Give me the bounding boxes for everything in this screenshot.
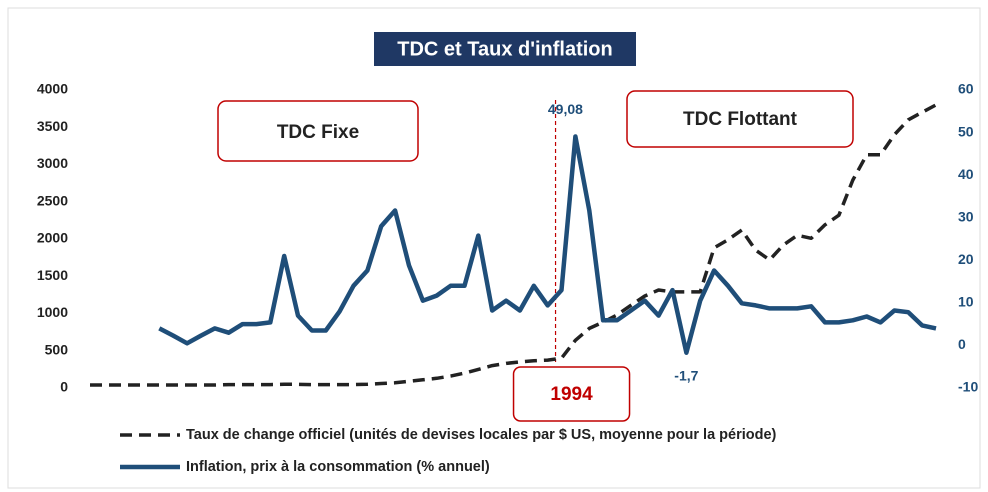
series-line bbox=[90, 103, 937, 387]
data-label: -1,7 bbox=[674, 367, 698, 383]
y2-tick-label: 0 bbox=[958, 336, 966, 352]
annotation: TDC Flottant bbox=[683, 109, 798, 130]
y-tick-label: 3500 bbox=[37, 118, 68, 134]
y-tick-label: 1000 bbox=[37, 304, 68, 320]
y2-tick-label: 50 bbox=[958, 123, 974, 139]
y2-tick-label: 30 bbox=[958, 208, 974, 224]
chart-title: TDC et Taux d'inflation bbox=[397, 38, 613, 60]
y2-tick-label: 60 bbox=[958, 81, 974, 97]
y-tick-label: 0 bbox=[60, 379, 68, 395]
y-tick-label: 2000 bbox=[37, 230, 68, 246]
annotation-box bbox=[626, 90, 854, 148]
y-tick-label: 2500 bbox=[37, 192, 68, 208]
y2-tick-label: 40 bbox=[958, 166, 974, 182]
y-tick-label: 4000 bbox=[37, 81, 68, 97]
y2-tick-label: 10 bbox=[958, 294, 974, 310]
legend-label: Taux de change officiel (unités de devis… bbox=[186, 427, 777, 443]
annotation-box bbox=[217, 100, 419, 162]
y2-tick-label: -10 bbox=[958, 379, 978, 395]
y-tick-label: 3000 bbox=[37, 155, 68, 171]
legend-label: Inflation, prix à la consommation (% ann… bbox=[186, 459, 490, 475]
y2-tick-label: 20 bbox=[958, 251, 974, 267]
y-tick-label: 500 bbox=[45, 341, 69, 357]
x-tick-label: 1994 bbox=[550, 384, 593, 405]
title-background bbox=[374, 32, 636, 66]
data-label: 49,08 bbox=[548, 101, 583, 117]
y-tick-label: 1500 bbox=[37, 267, 68, 283]
annotation: TDC Fixe bbox=[277, 122, 359, 143]
series-line bbox=[158, 134, 937, 355]
chart-border bbox=[7, 7, 981, 489]
category-box bbox=[512, 366, 631, 422]
